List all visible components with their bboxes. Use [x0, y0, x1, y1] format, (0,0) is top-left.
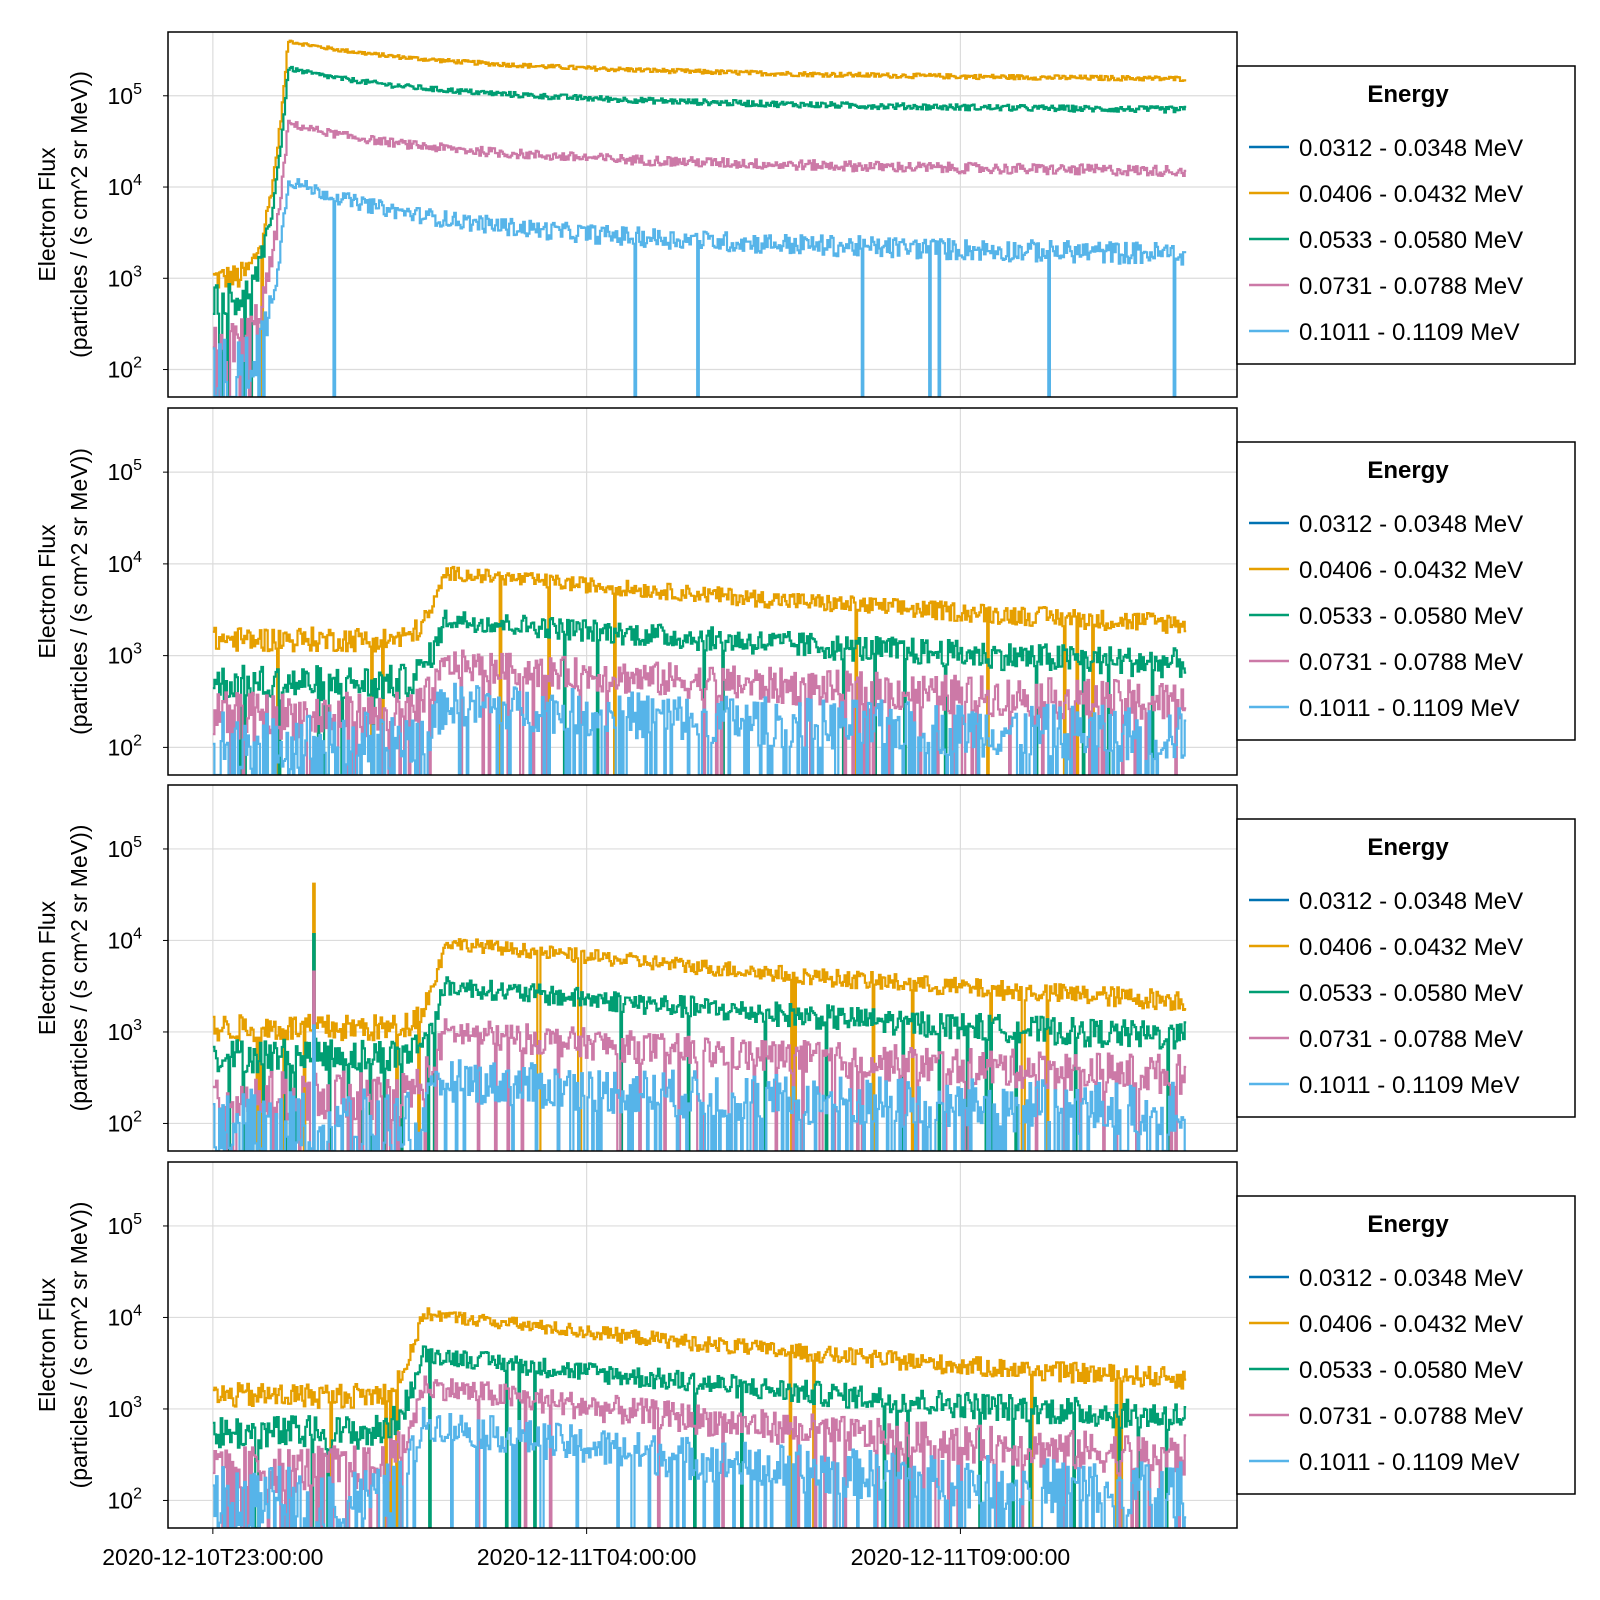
series-line [212, 649, 1187, 775]
plot-frame [167, 31, 1238, 398]
series-line [212, 682, 1187, 775]
legend-entry-label: 0.0731 - 0.0788 MeV [1299, 1403, 1523, 1430]
legend-entry-label: 0.0312 - 0.0348 MeV [1299, 511, 1523, 538]
panel-2: 102 103 104 105 Electron Flux (particles / (s… [34, 407, 1576, 776]
series-line [212, 1375, 1187, 1528]
panel-3: 102 103 104 105 Electron Flux (particles / (s… [34, 784, 1576, 1152]
y-axis-label-line2: (particles / (s cm^2 sr MeV)) [66, 825, 92, 1112]
y-tick-label: 102 [108, 1485, 143, 1513]
legend: Energy 0.0312 - 0.0348 MeV 0.0406 - 0.0432… [1236, 65, 1576, 365]
y-tick-label: 103 [108, 1017, 143, 1045]
legend-entry-label: 0.0312 - 0.0348 MeV [1299, 1265, 1523, 1292]
legend-entry-label: 0.0731 - 0.0788 MeV [1299, 1026, 1523, 1053]
y-axis-label-line2: (particles / (s cm^2 sr MeV)) [66, 448, 92, 735]
y-tick-label: 102 [108, 355, 143, 383]
y-tick-label: 105 [108, 1211, 143, 1239]
legend-entry-label: 0.1011 - 0.1109 MeV [1299, 1449, 1520, 1476]
series-line [212, 178, 1187, 397]
legend-entry-label: 0.1011 - 0.1109 MeV [1299, 1072, 1520, 1099]
panel-1: 102 103 104 105 Electron Flux (particles / (s… [34, 31, 1576, 398]
y-axis-label-line1: Electron Flux [34, 1277, 60, 1412]
legend-box [1236, 65, 1576, 365]
y-tick-label: 103 [108, 1394, 143, 1422]
legend-entry-label: 0.0406 - 0.0432 MeV [1299, 1311, 1523, 1338]
legend-entry-label: 0.0533 - 0.0580 MeV [1299, 603, 1523, 630]
series-line [212, 1024, 1187, 1151]
series-line [212, 65, 1187, 397]
y-tick-label: 104 [108, 172, 143, 200]
legend: Energy 0.0312 - 0.0348 MeV 0.0406 - 0.0432… [1236, 818, 1576, 1118]
series-line [212, 933, 1187, 1151]
series-group [212, 882, 1187, 1151]
legend: Energy 0.0312 - 0.0348 MeV 0.0406 - 0.0432… [1236, 1195, 1576, 1495]
series-line [212, 119, 1187, 397]
y-axis-label-line1: Electron Flux [34, 147, 60, 282]
series-group [212, 39, 1187, 397]
legend-title: Energy [1367, 1211, 1449, 1238]
legend-box [1236, 1195, 1576, 1495]
legend-box [1236, 441, 1576, 741]
legend-entry-label: 0.0533 - 0.0580 MeV [1299, 227, 1523, 254]
y-tick-label: 105 [108, 834, 143, 862]
legend-entry-label: 0.1011 - 0.1109 MeV [1299, 319, 1520, 346]
y-axis-label-line2: (particles / (s cm^2 sr MeV)) [66, 71, 92, 358]
x-tick-label: 2020-12-10T23:00:00 [102, 1544, 323, 1570]
legend-title: Energy [1367, 81, 1449, 108]
y-tick-label: 103 [108, 263, 143, 291]
series-line [212, 609, 1187, 775]
series-line [212, 1345, 1187, 1528]
y-tick-label: 102 [108, 732, 143, 760]
legend: Energy 0.0312 - 0.0348 MeV 0.0406 - 0.0432… [1236, 441, 1576, 741]
x-tick-label: 2020-12-11T04:00:00 [477, 1544, 697, 1570]
legend-entry-label: 0.0731 - 0.0788 MeV [1299, 649, 1523, 676]
legend-title: Energy [1367, 457, 1449, 484]
y-tick-label: 105 [108, 81, 143, 109]
series-line [212, 565, 1187, 775]
y-axis-label-line2: (particles / (s cm^2 sr MeV)) [66, 1202, 92, 1489]
y-axis-label-line1: Electron Flux [34, 524, 60, 659]
legend-entry-label: 0.0533 - 0.0580 MeV [1299, 980, 1523, 1007]
legend-box [1236, 818, 1576, 1118]
x-axis: 2020-12-10T23:00:00 2020-12-11T04:00:00 20… [102, 1528, 1070, 1570]
y-tick-label: 103 [108, 641, 143, 669]
x-tick-label: 2020-12-11T09:00:00 [851, 1544, 1071, 1570]
y-tick-label: 104 [108, 549, 143, 577]
legend-entry-label: 0.0731 - 0.0788 MeV [1299, 273, 1523, 300]
series-line [212, 1307, 1187, 1528]
legend-entry-label: 0.0533 - 0.0580 MeV [1299, 1357, 1523, 1384]
y-tick-label: 105 [108, 457, 143, 485]
legend-entry-label: 0.0406 - 0.0432 MeV [1299, 181, 1523, 208]
legend-entry-label: 0.0312 - 0.0348 MeV [1299, 135, 1523, 162]
legend-entry-label: 0.0406 - 0.0432 MeV [1299, 934, 1523, 961]
series-line [212, 39, 1187, 397]
panel-4: 102 103 104 105 Electron Flux (particles / (s… [34, 1161, 1576, 1529]
legend-entry-label: 0.0312 - 0.0348 MeV [1299, 888, 1523, 915]
legend-entry-label: 0.1011 - 0.1109 MeV [1299, 695, 1520, 722]
y-tick-label: 104 [108, 925, 143, 953]
y-tick-label: 104 [108, 1302, 143, 1330]
series-group [212, 1307, 1187, 1528]
y-tick-label: 102 [108, 1108, 143, 1136]
series-line [212, 882, 1187, 1151]
legend-title: Energy [1367, 834, 1449, 861]
series-group [212, 565, 1187, 775]
series-line [212, 1406, 1187, 1528]
legend-entry-label: 0.0406 - 0.0432 MeV [1299, 557, 1523, 584]
y-axis-label-line1: Electron Flux [34, 900, 60, 1035]
